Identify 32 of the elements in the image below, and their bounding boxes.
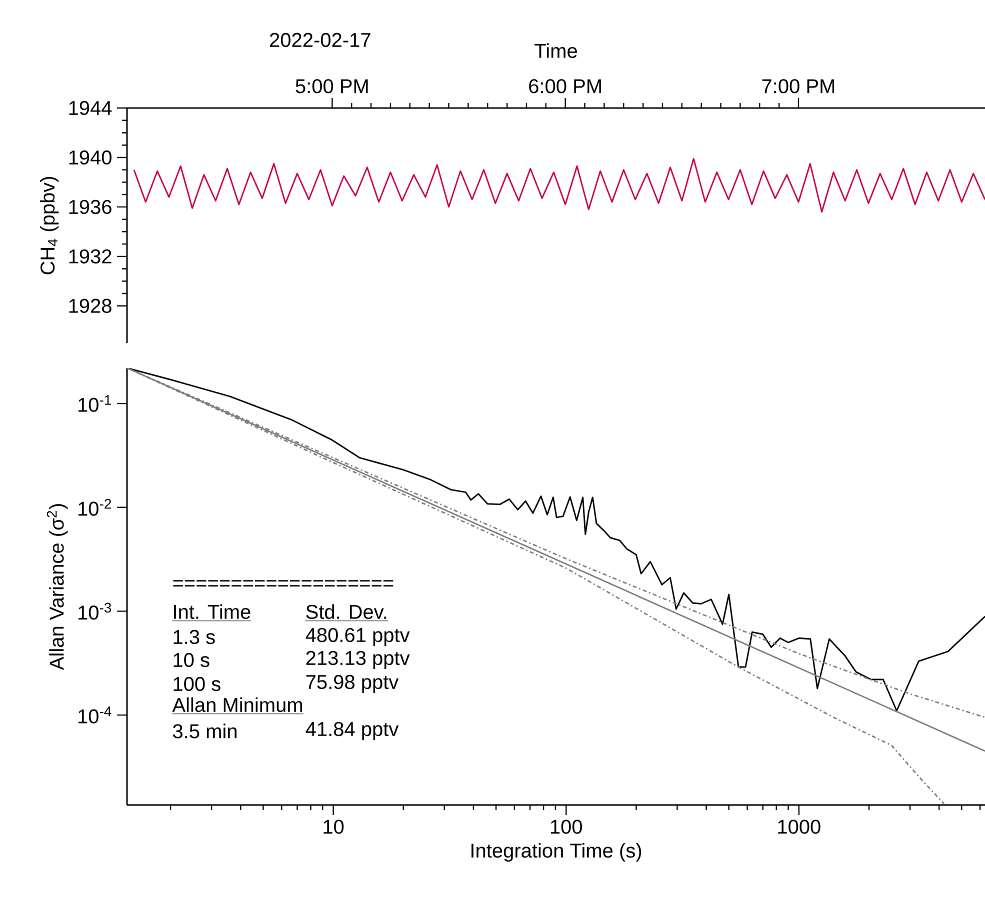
- y-tick-label: 10$^{-1}$: [78, 395, 111, 412]
- annotation: Allan Minimum: [172, 697, 302, 712]
- y-tick-label: 1944: [69, 100, 112, 116]
- annotation: 480.61 pptv: [306, 628, 410, 646]
- y-tick-label: 1928: [69, 298, 112, 313]
- y-tick-label: 10$^{-4}$: [78, 706, 112, 724]
- annotation: 75.98 pptv: [306, 674, 399, 694]
- y-axis-title: CH$_{4}$ (ppbv): [40, 176, 59, 274]
- annotation: Int. Time: [174, 604, 250, 619]
- x-tick-label: 7:00 PM: [762, 79, 834, 94]
- annotation: 213.13 pptv: [306, 650, 410, 670]
- annotation: 1.3 s: [174, 630, 215, 644]
- annotation: 3.5 min: [172, 724, 236, 738]
- annotation: 100 s: [174, 676, 220, 692]
- y-tick-label: 1940: [69, 150, 112, 165]
- annotation: ===================: [173, 580, 394, 587]
- x-axis-title: Integration Time (s): [472, 843, 642, 862]
- y-tick-label: 1936: [69, 200, 112, 214]
- x-tick-label: 100: [550, 820, 582, 834]
- text: 2022-02-17: [270, 32, 370, 48]
- y-tick-label: 1932: [69, 249, 112, 264]
- y-tick-label: 10$^{-2}$: [78, 498, 111, 516]
- annotation: 10 s: [174, 652, 210, 668]
- x-tick-label: 5:00 PM: [296, 79, 368, 94]
- y-axis-title: Allan Variance (σ$^{2}$): [46, 504, 68, 670]
- x-tick-label: 6:00 PM: [529, 79, 601, 94]
- x-axis-title: Time: [534, 43, 577, 58]
- x-tick-label: 10: [324, 820, 344, 834]
- annotation: 41.84 pptv: [306, 722, 399, 740]
- annotation: Std. Dev.: [306, 604, 386, 619]
- y-tick-label: 10$^{-3}$: [78, 602, 112, 620]
- x-tick-label: 1000: [778, 820, 820, 834]
